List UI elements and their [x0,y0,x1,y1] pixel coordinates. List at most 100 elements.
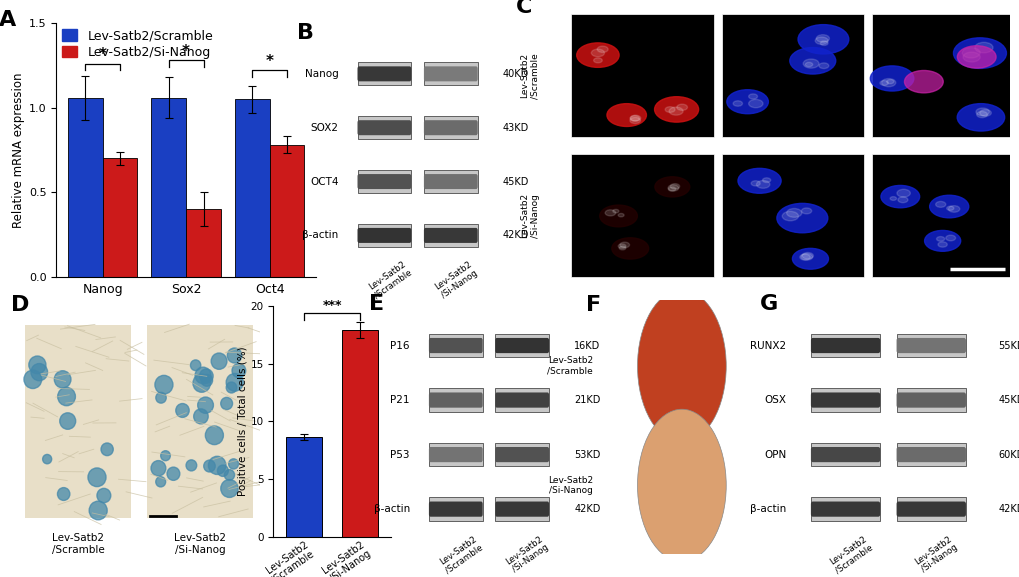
Circle shape [896,189,909,197]
Circle shape [60,413,75,429]
Circle shape [612,209,619,213]
Circle shape [664,107,675,113]
Text: Lev-Satb2
/Scramble: Lev-Satb2 /Scramble [437,534,484,575]
Circle shape [953,38,1006,69]
Circle shape [750,181,759,186]
Circle shape [101,443,113,456]
Circle shape [630,115,639,121]
FancyBboxPatch shape [429,392,482,408]
Circle shape [195,367,211,384]
Circle shape [957,46,996,68]
Circle shape [937,242,947,247]
FancyBboxPatch shape [495,392,548,408]
Text: SOX2: SOX2 [310,123,338,133]
Circle shape [161,451,170,460]
Text: D: D [11,295,30,315]
FancyBboxPatch shape [358,174,411,189]
Circle shape [792,248,827,269]
Text: *: * [99,47,107,62]
Text: *: * [265,54,273,69]
Circle shape [637,290,726,442]
Text: Lev-Satb2
/Scramble: Lev-Satb2 /Scramble [547,357,593,376]
Circle shape [227,348,242,363]
Bar [103,159,138,277]
Text: Lev-Satb2
/Si-Nanog: Lev-Satb2 /Si-Nanog [547,475,593,495]
FancyBboxPatch shape [358,120,411,135]
Circle shape [194,409,208,424]
Circle shape [928,195,968,218]
Circle shape [727,90,767,114]
Circle shape [89,501,107,520]
Circle shape [962,52,979,62]
Bar [68,98,103,277]
Circle shape [654,97,698,122]
Circle shape [814,37,827,44]
Circle shape [748,94,757,99]
Circle shape [815,35,828,42]
Bar [269,145,304,277]
Bar [871,14,1014,137]
Circle shape [205,426,223,445]
Circle shape [151,460,166,476]
FancyBboxPatch shape [424,228,477,243]
FancyBboxPatch shape [810,392,879,408]
Circle shape [802,59,818,68]
Circle shape [599,205,637,227]
Text: P16: P16 [390,340,410,351]
Text: ***: *** [322,298,341,312]
Circle shape [175,403,189,417]
Circle shape [667,187,675,191]
Circle shape [669,183,679,189]
Text: Lev-Satb2
/Scramble: Lev-Satb2 /Scramble [52,533,104,555]
FancyBboxPatch shape [495,338,548,353]
Circle shape [29,356,46,374]
Text: OCT4: OCT4 [310,177,338,186]
Circle shape [630,115,640,121]
FancyBboxPatch shape [429,447,482,462]
FancyBboxPatch shape [429,497,482,521]
Text: Lev-Satb2
/Si-Nanog: Lev-Satb2 /Si-Nanog [504,534,550,575]
Circle shape [756,181,769,188]
Legend: Lev-Satb2/Scramble, Lev-Satb2/Si-Nanog: Lev-Satb2/Scramble, Lev-Satb2/Si-Nanog [62,29,213,59]
Bar [342,330,378,537]
Circle shape [593,58,601,63]
Bar [234,99,269,277]
Circle shape [226,373,244,391]
Circle shape [789,47,835,74]
FancyBboxPatch shape [810,388,879,412]
FancyBboxPatch shape [358,62,411,85]
FancyBboxPatch shape [429,334,482,357]
FancyBboxPatch shape [896,443,965,466]
FancyBboxPatch shape [810,447,879,462]
Circle shape [948,205,959,212]
Circle shape [654,177,689,197]
Circle shape [220,398,232,410]
Text: 42KD: 42KD [502,230,529,241]
Text: 53KD: 53KD [574,449,600,460]
FancyBboxPatch shape [495,388,548,412]
Text: DAPI: DAPI [775,17,809,30]
Bar [151,98,186,277]
Bar [25,325,130,518]
Circle shape [604,210,615,216]
Circle shape [934,201,945,207]
Y-axis label: Relative mRNA expression: Relative mRNA expression [11,72,24,228]
Text: E: E [369,294,383,314]
FancyBboxPatch shape [429,501,482,517]
Circle shape [211,353,226,369]
FancyBboxPatch shape [495,447,548,462]
Text: Nanog: Nanog [620,17,664,30]
Circle shape [200,369,213,383]
Circle shape [946,206,953,211]
Text: RUNX2: RUNX2 [750,340,786,351]
Circle shape [738,168,781,193]
Circle shape [204,460,215,472]
Circle shape [23,370,42,388]
Circle shape [776,203,827,233]
Text: B: B [298,23,314,43]
Circle shape [156,477,165,487]
Text: F: F [585,295,600,315]
FancyBboxPatch shape [896,392,965,408]
FancyBboxPatch shape [810,334,879,357]
Circle shape [880,185,919,208]
